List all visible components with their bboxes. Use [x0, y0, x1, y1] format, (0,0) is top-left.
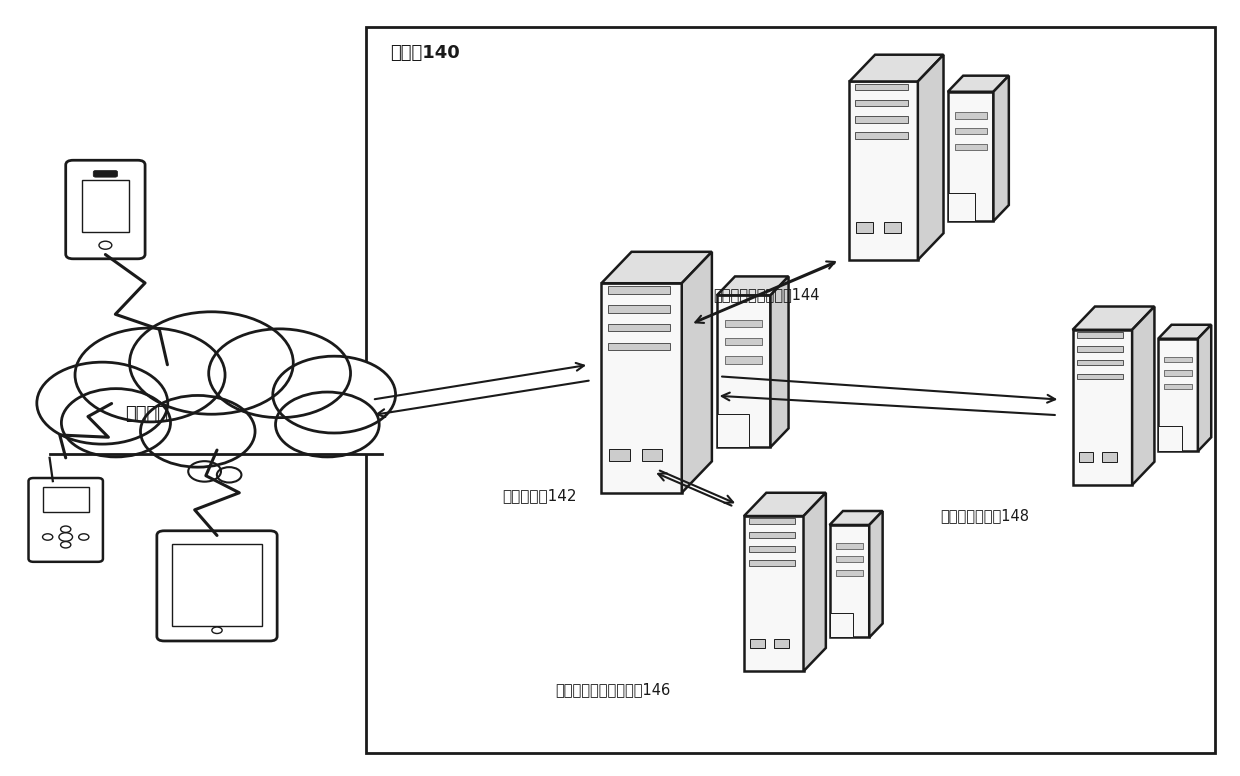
Polygon shape [717, 414, 749, 447]
Polygon shape [601, 251, 712, 283]
Polygon shape [682, 251, 712, 493]
Polygon shape [955, 128, 987, 134]
Polygon shape [609, 449, 630, 461]
Circle shape [37, 362, 167, 444]
Circle shape [99, 241, 112, 249]
Polygon shape [836, 556, 863, 562]
Polygon shape [608, 343, 670, 350]
Polygon shape [608, 305, 670, 313]
Polygon shape [1158, 324, 1211, 338]
Polygon shape [641, 449, 662, 461]
Circle shape [208, 329, 351, 417]
Polygon shape [774, 639, 789, 648]
Polygon shape [1164, 357, 1192, 362]
Polygon shape [717, 296, 770, 447]
Polygon shape [725, 320, 763, 327]
Circle shape [273, 356, 396, 433]
Polygon shape [1078, 346, 1123, 352]
Circle shape [61, 526, 71, 532]
Bar [172, 543, 262, 626]
Polygon shape [947, 76, 1009, 92]
Polygon shape [608, 286, 670, 294]
Polygon shape [854, 116, 908, 123]
Bar [366, 27, 1215, 753]
Polygon shape [854, 84, 908, 91]
FancyBboxPatch shape [29, 478, 103, 562]
Polygon shape [1073, 307, 1154, 330]
Text: 服务器140: 服务器140 [391, 44, 460, 62]
Polygon shape [830, 525, 869, 638]
Polygon shape [955, 113, 987, 119]
Polygon shape [1079, 452, 1094, 462]
Circle shape [140, 396, 255, 467]
Polygon shape [749, 518, 795, 524]
Polygon shape [601, 283, 682, 493]
Circle shape [275, 392, 379, 457]
Polygon shape [717, 276, 789, 296]
Text: 消息管理服务器148: 消息管理服务器148 [940, 508, 1029, 523]
Polygon shape [918, 54, 944, 260]
Polygon shape [770, 276, 789, 447]
Polygon shape [1078, 332, 1123, 338]
Polygon shape [749, 532, 795, 538]
FancyBboxPatch shape [156, 531, 277, 641]
Polygon shape [1164, 384, 1192, 390]
Polygon shape [884, 223, 900, 233]
Circle shape [130, 312, 293, 414]
Circle shape [60, 532, 72, 542]
FancyBboxPatch shape [93, 171, 118, 177]
Circle shape [78, 534, 89, 540]
Polygon shape [849, 54, 944, 81]
Polygon shape [1078, 374, 1123, 379]
Circle shape [61, 389, 171, 457]
Polygon shape [857, 223, 873, 233]
Polygon shape [1158, 427, 1182, 452]
Polygon shape [750, 639, 765, 648]
Polygon shape [1132, 307, 1154, 485]
Circle shape [74, 328, 226, 422]
Polygon shape [830, 613, 853, 638]
Polygon shape [830, 511, 883, 525]
Polygon shape [1102, 452, 1117, 462]
Polygon shape [955, 144, 987, 150]
Circle shape [42, 534, 53, 540]
Polygon shape [947, 92, 993, 221]
Bar [82, 180, 129, 232]
Polygon shape [836, 543, 863, 549]
Polygon shape [1198, 324, 1211, 452]
Polygon shape [1073, 330, 1132, 485]
Polygon shape [725, 338, 763, 345]
Polygon shape [804, 493, 826, 671]
Polygon shape [1164, 370, 1192, 376]
FancyBboxPatch shape [66, 161, 145, 259]
Polygon shape [993, 76, 1009, 221]
Polygon shape [749, 560, 795, 566]
Bar [42, 487, 89, 512]
Polygon shape [1158, 338, 1198, 452]
Polygon shape [608, 324, 670, 331]
Polygon shape [725, 356, 763, 364]
Text: 通信网络: 通信网络 [125, 405, 167, 423]
Circle shape [212, 627, 222, 633]
Polygon shape [836, 570, 863, 576]
Polygon shape [744, 493, 826, 516]
Polygon shape [947, 192, 975, 221]
Polygon shape [849, 81, 918, 260]
Polygon shape [47, 399, 382, 455]
Text: 多媒体文件管理服务器146: 多媒体文件管理服务器146 [556, 683, 671, 698]
Polygon shape [744, 516, 804, 671]
Polygon shape [869, 511, 883, 638]
Polygon shape [854, 100, 908, 106]
Circle shape [61, 542, 71, 548]
Polygon shape [749, 546, 795, 552]
Text: 企业信息管理服务器144: 企业信息管理服务器144 [713, 287, 820, 302]
Polygon shape [1078, 360, 1123, 365]
Polygon shape [854, 133, 908, 139]
Text: 通讯服务器142: 通讯服务器142 [502, 489, 577, 504]
